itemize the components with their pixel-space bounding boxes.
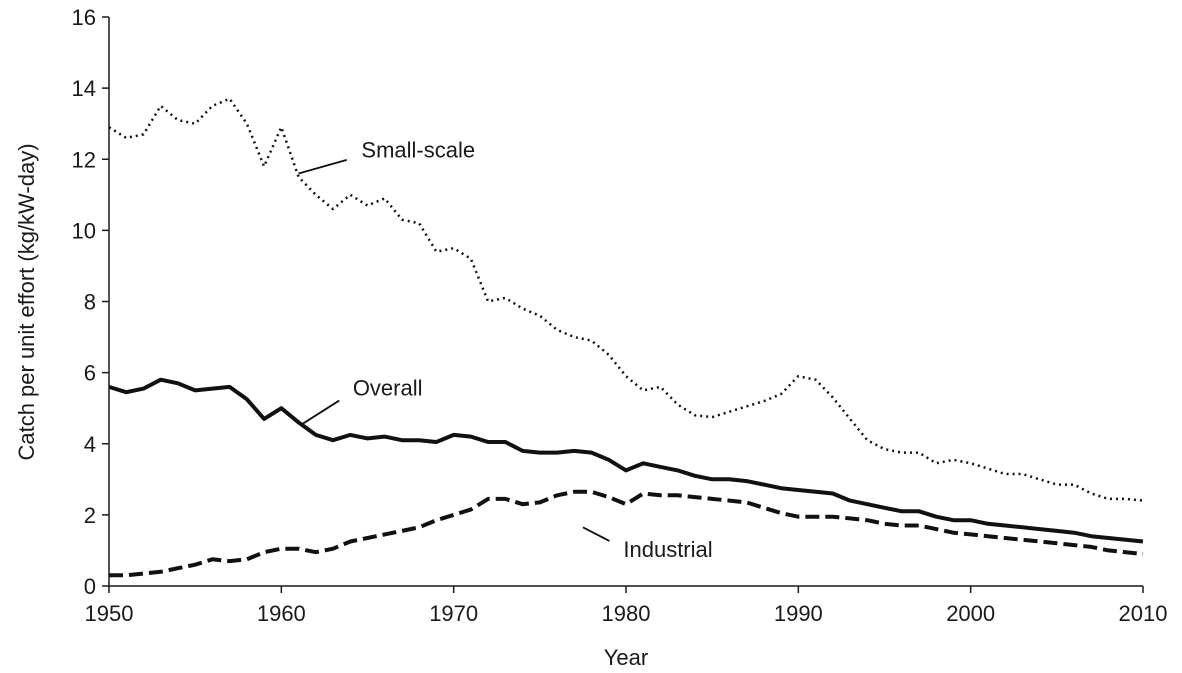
series-label-overall: Overall <box>353 376 423 401</box>
series-label-small-scale: Small-scale <box>361 137 475 162</box>
x-tick-label: 1950 <box>85 601 134 626</box>
x-tick-label: 2010 <box>1119 601 1168 626</box>
series-line-overall <box>108 377 1144 544</box>
y-tick-label: 8 <box>84 290 96 315</box>
y-tick-label: 14 <box>72 76 96 101</box>
series-line-industrial <box>109 489 1144 578</box>
leader-line-industrial <box>582 526 610 542</box>
y-tick-label: 4 <box>84 432 96 457</box>
series-line-small-scale <box>108 97 1144 502</box>
y-tick-label: 10 <box>72 218 96 243</box>
series-layer <box>108 97 1144 578</box>
x-tick-label: 1970 <box>429 601 478 626</box>
y-axis-title: Catch per unit effort (kg/kW-day) <box>14 143 39 460</box>
x-tick-label: 1980 <box>602 601 651 626</box>
axes: 0 2 4 6 8 10 12 14 16 1950 1960 1970 1980 1990 2000 201… <box>72 5 1168 626</box>
annotation-layer: Small-scale Overall Industrial <box>298 137 713 562</box>
x-axis-title: Year <box>604 645 648 670</box>
leader-line-small-scale <box>298 159 348 175</box>
y-tick-label: 6 <box>84 361 96 386</box>
y-tick-label: 12 <box>72 147 96 172</box>
series-label-industrial: Industrial <box>623 537 712 562</box>
y-tick-label: 2 <box>84 503 96 528</box>
y-tick-label: 0 <box>84 574 96 599</box>
leader-line-overall <box>301 399 340 425</box>
x-tick-label: 1960 <box>257 601 306 626</box>
y-axis-title-group: Catch per unit effort (kg/kW-day) <box>14 143 39 460</box>
x-tick-label: 1990 <box>774 601 823 626</box>
y-tick-label: 16 <box>72 5 96 30</box>
x-tick-label: 2000 <box>946 601 995 626</box>
